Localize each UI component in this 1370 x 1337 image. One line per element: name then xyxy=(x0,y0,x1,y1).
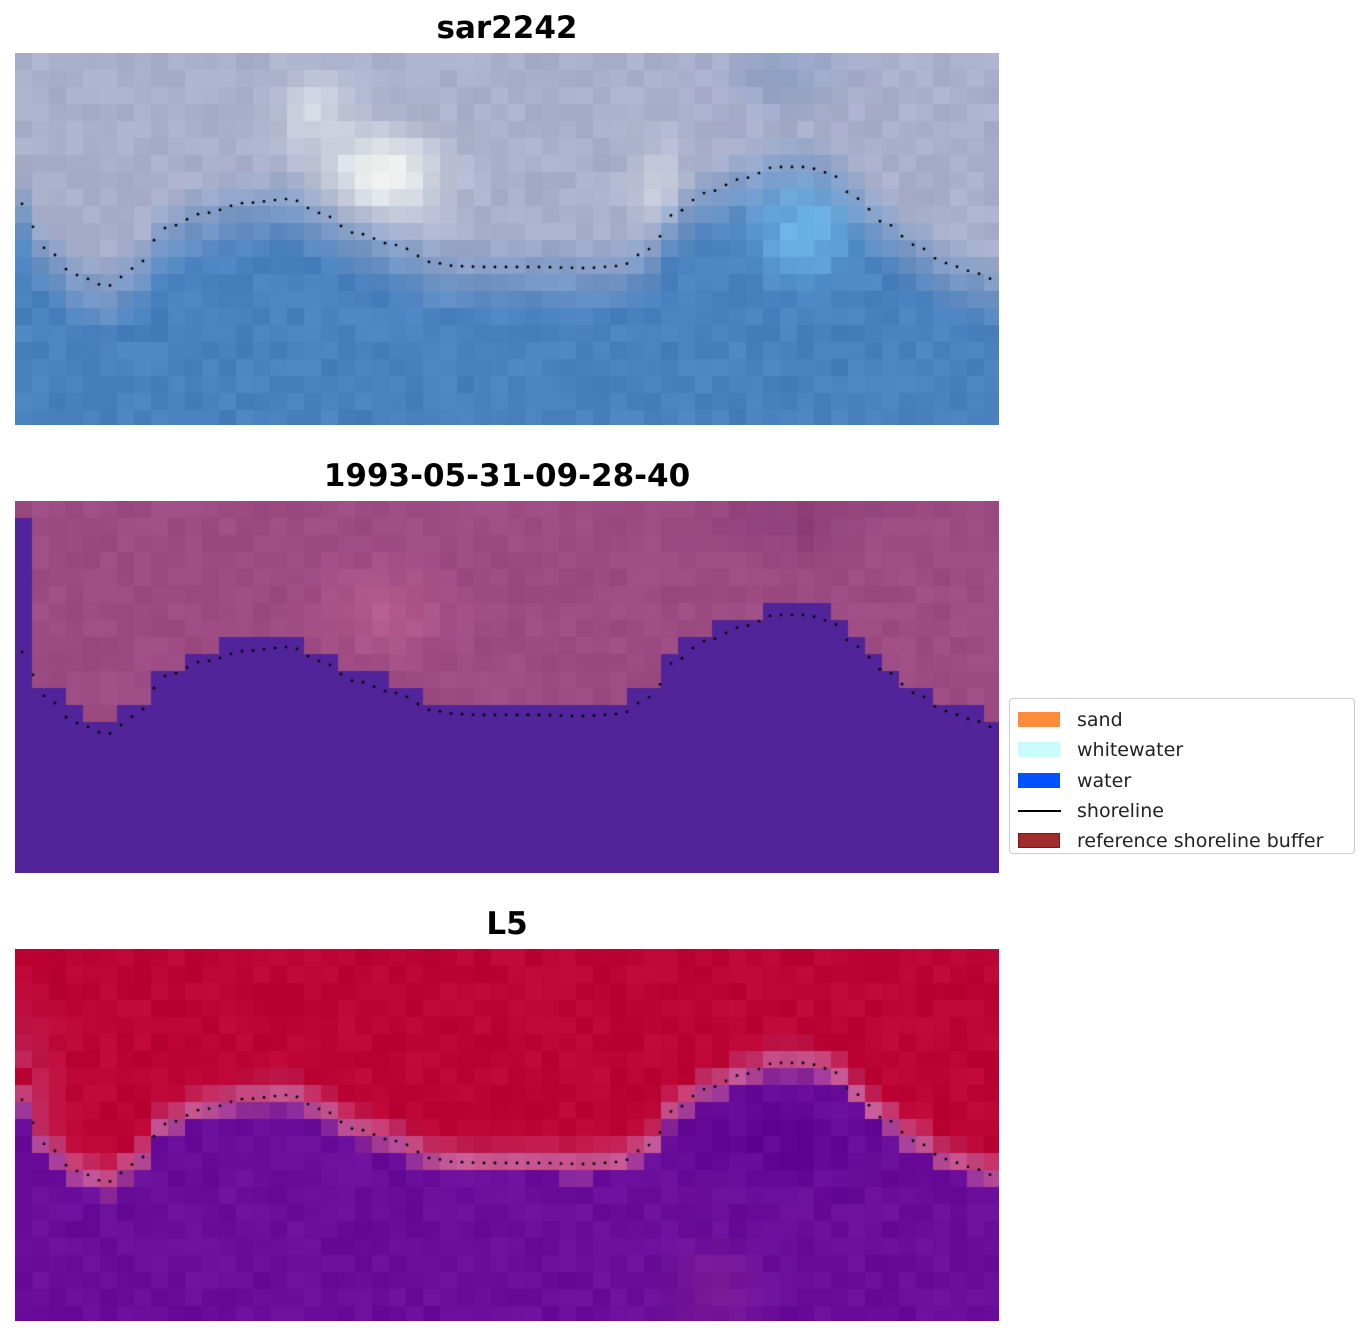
legend-item-whitewater: whitewater xyxy=(1010,735,1354,765)
legend-swatch-water xyxy=(1018,772,1060,788)
panel-title-rgb: sar2242 xyxy=(436,10,578,46)
classified-image-panel xyxy=(15,501,999,873)
legend-swatch-reference-buffer xyxy=(1018,833,1060,849)
probability-image-panel xyxy=(15,949,999,1321)
legend: sand whitewater water shoreline referenc… xyxy=(1009,698,1355,854)
panel-title-probability: L5 xyxy=(486,906,528,942)
panel-title-classified: 1993-05-31-09-28-40 xyxy=(323,458,691,494)
legend-label: shoreline xyxy=(1077,799,1164,822)
legend-label: water xyxy=(1077,769,1132,792)
legend-label: whitewater xyxy=(1077,739,1184,762)
legend-label: sand xyxy=(1077,709,1123,731)
legend-item-shoreline: shoreline xyxy=(1010,796,1354,826)
legend-item-sand: sand xyxy=(1010,705,1354,735)
rgb-image-panel xyxy=(15,53,999,425)
legend-swatch-sand xyxy=(1018,712,1060,727)
legend-item-reference-buffer: reference shoreline buffer xyxy=(1010,826,1354,856)
legend-swatch-whitewater xyxy=(1018,742,1060,758)
legend-line-shoreline xyxy=(1018,809,1061,812)
legend-item-water: water xyxy=(1010,766,1354,796)
legend-label: reference shoreline buffer xyxy=(1077,830,1324,853)
